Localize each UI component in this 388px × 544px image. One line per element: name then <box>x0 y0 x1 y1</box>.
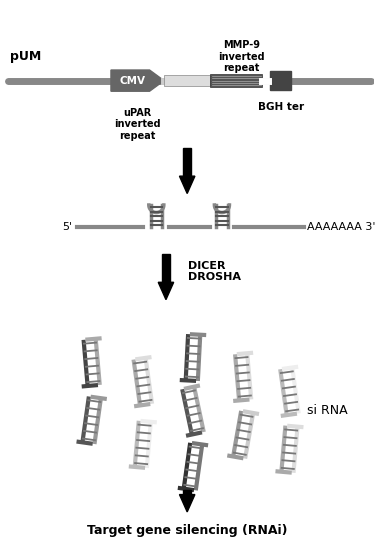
Polygon shape <box>180 494 195 512</box>
Polygon shape <box>111 70 164 91</box>
Text: si RNA: si RNA <box>307 404 348 417</box>
Text: AAAAAAA 3': AAAAAAA 3' <box>307 222 375 232</box>
Polygon shape <box>158 282 174 300</box>
Text: Target gene silencing (RNAi): Target gene silencing (RNAi) <box>87 524 288 537</box>
Text: BGH ter: BGH ter <box>258 102 304 112</box>
Text: uPAR
inverted
repeat: uPAR inverted repeat <box>114 108 161 141</box>
Bar <box>183 148 191 176</box>
Bar <box>270 71 291 90</box>
Text: MMP-9
inverted
repeat: MMP-9 inverted repeat <box>218 40 265 73</box>
Text: 5': 5' <box>62 222 73 232</box>
Bar <box>183 490 191 494</box>
Bar <box>162 254 170 282</box>
Text: pUM: pUM <box>10 50 41 63</box>
Text: DICER
DROSHA: DICER DROSHA <box>188 261 241 282</box>
Bar <box>164 75 210 86</box>
Text: CMV: CMV <box>120 76 146 85</box>
Polygon shape <box>180 176 195 194</box>
Bar <box>210 74 262 88</box>
